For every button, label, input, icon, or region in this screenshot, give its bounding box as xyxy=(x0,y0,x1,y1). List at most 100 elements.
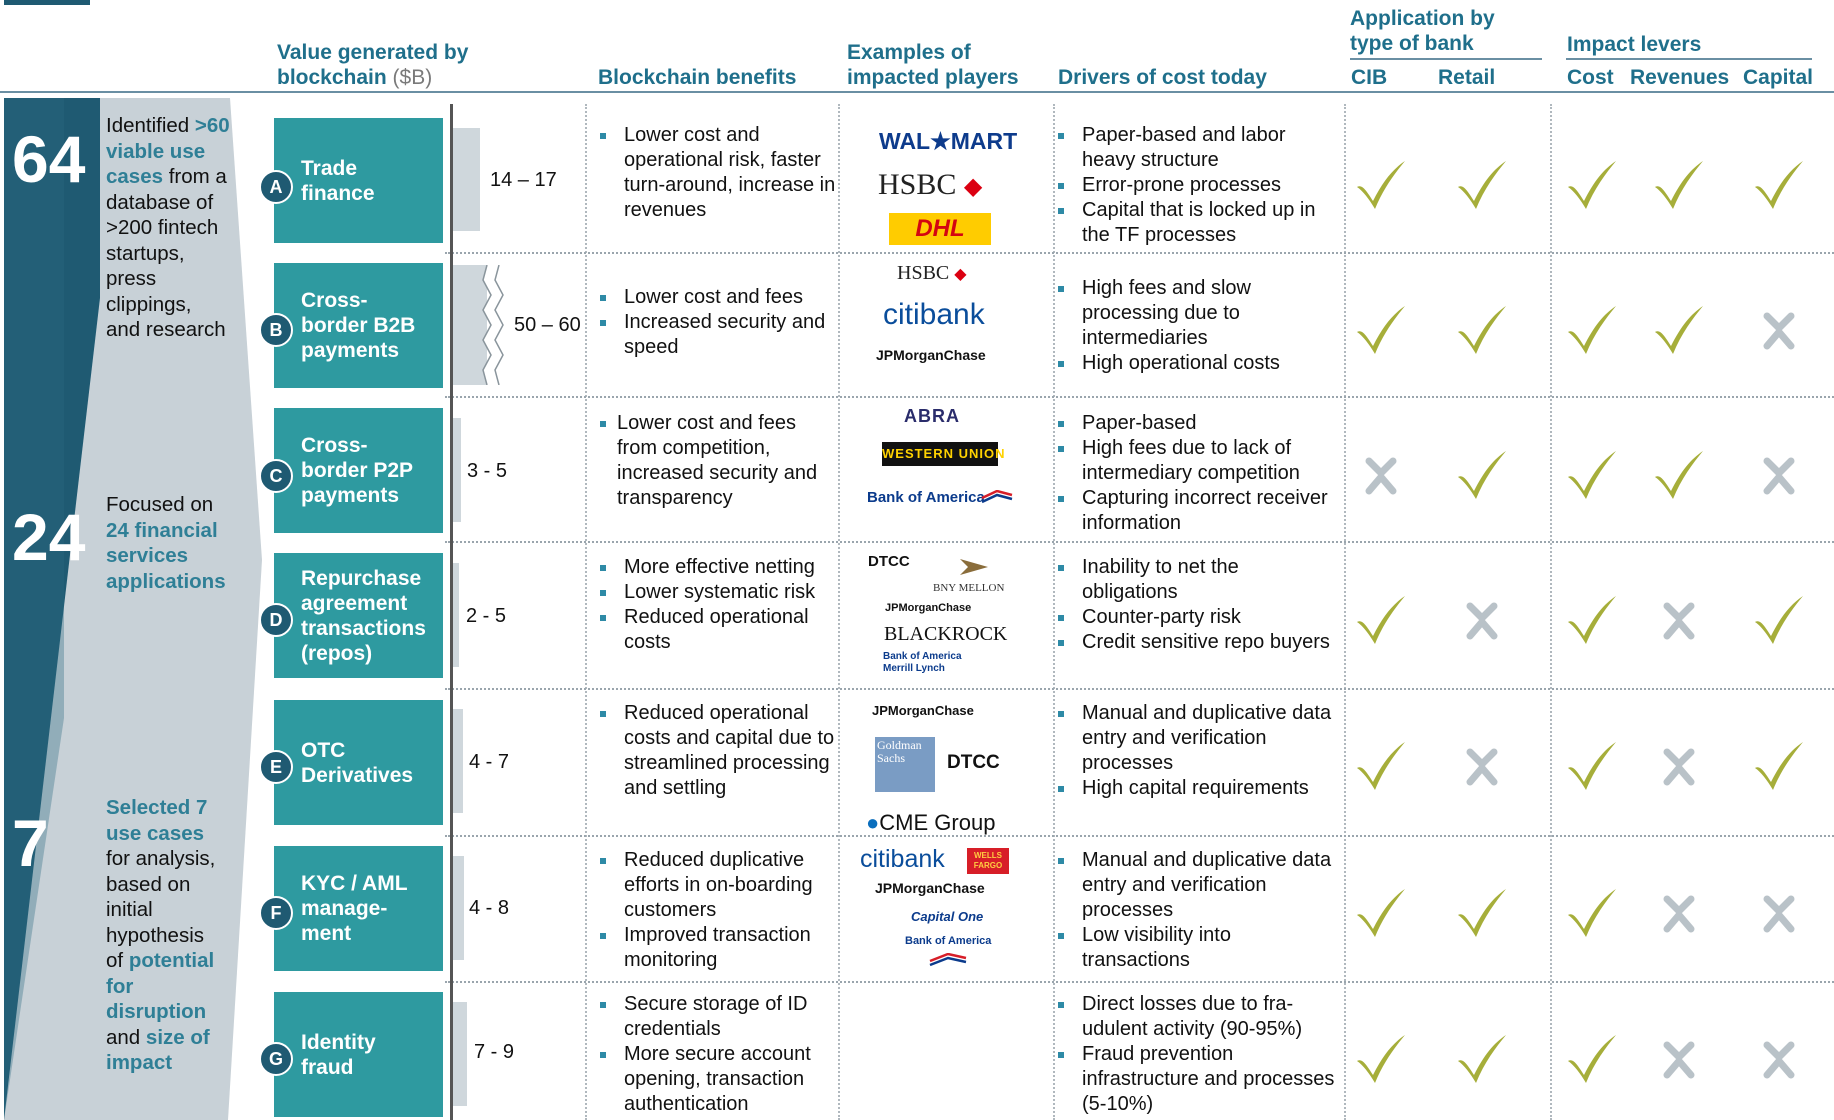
header-cib: CIB xyxy=(1351,66,1388,89)
use-case-cross-border-b2b: Cross-border B2B payments xyxy=(274,263,443,388)
col-sep-drivers xyxy=(1344,104,1346,1120)
bank-of-america-flag-icon xyxy=(981,490,1013,504)
check-icon-d-cib xyxy=(1357,596,1405,644)
benefit-item: Increased security and speed xyxy=(600,310,838,360)
levers-group-rule xyxy=(1566,58,1812,60)
benefit-item: Reduced duplicative efforts in on-boardi… xyxy=(600,848,838,923)
header-value-unit: ($B) xyxy=(392,66,433,89)
row-value-d: 2 - 5 xyxy=(466,605,507,627)
driver-item: Direct losses due to fra-udulent activit… xyxy=(1058,992,1338,1042)
check-icon-f-cib xyxy=(1357,889,1405,937)
player-logo-hsbc: HSBC ◆ xyxy=(897,262,967,284)
funnel-label-64: Identified >60 viable use cases from a d… xyxy=(106,114,230,341)
row-value-c: 3 - 5 xyxy=(467,460,508,482)
row-sep xyxy=(445,981,1834,983)
driver-item: Low visibility into transactions xyxy=(1058,923,1338,973)
driver-item: Fraud prevention infrastructure and proc… xyxy=(1058,1042,1338,1117)
use-case-kyc-aml: KYC / AML manage-ment xyxy=(274,846,443,971)
driver-item: Counter-party risk xyxy=(1058,605,1338,630)
benefits-list-b: Lower cost and fees Increased security a… xyxy=(600,285,838,360)
cross-icon-f-capital xyxy=(1763,895,1795,933)
value-axis-line xyxy=(450,104,453,1120)
benefit-item: Lower cost and fees xyxy=(600,285,838,310)
driver-item: High fees due to lack of intermediary co… xyxy=(1058,436,1338,486)
funnel-number-7: 7 xyxy=(12,806,49,880)
driver-item: Error-prone processes xyxy=(1058,173,1338,198)
funnel-number-24: 24 xyxy=(12,500,86,574)
col-sep-players xyxy=(1053,104,1055,1120)
value-bar-a xyxy=(453,128,480,231)
driver-item: High operational costs xyxy=(1058,351,1338,376)
row-letter-a: A xyxy=(259,170,293,204)
header-value: Value generated by blockchain ($B) xyxy=(277,41,469,89)
benefit-item: More secure account opening, transaction… xyxy=(600,1042,838,1117)
row-sep xyxy=(445,835,1834,837)
benefit-item: Lower cost and operational risk, faster … xyxy=(600,123,838,223)
driver-item: Manual and duplicative data entry and ve… xyxy=(1058,701,1338,776)
drivers-list-a: Paper-based and labor heavy structure Er… xyxy=(1058,123,1338,248)
player-logo-dhl: DHL xyxy=(889,213,991,245)
funnel-label-24: Focused on 24 financial services applica… xyxy=(106,493,226,593)
cme-globe-icon: ● xyxy=(866,810,880,835)
player-logo-blackrock: BLACKROCK xyxy=(884,623,1008,645)
check-icon-c-revenues xyxy=(1655,451,1703,499)
check-icon-a-revenues xyxy=(1655,161,1703,209)
cross-icon-e-revenues xyxy=(1663,748,1695,786)
cross-icon-f-revenues xyxy=(1663,895,1695,933)
check-icon-g-cib xyxy=(1357,1035,1405,1083)
header-bottom-rule xyxy=(0,91,1834,93)
check-icon-f-cost xyxy=(1568,889,1616,937)
value-bar-d xyxy=(453,563,459,667)
header-retail: Retail xyxy=(1438,66,1496,89)
bny-arrow-icon xyxy=(960,559,988,575)
driver-item: Inability to net the obligations xyxy=(1058,555,1338,605)
driver-item: Paper-based and labor heavy structure xyxy=(1058,123,1338,173)
player-logo-bank-of-america: Bank of America xyxy=(867,489,985,506)
header-players: Examples of impacted players xyxy=(847,41,1019,89)
benefit-item: More effective netting xyxy=(600,555,838,580)
player-logo-jpmorganchase: JPMorganChase xyxy=(885,602,972,614)
check-icon-b-cib xyxy=(1357,306,1405,354)
header-revenues: Revenues xyxy=(1630,66,1730,89)
row-letter-c: C xyxy=(259,459,293,493)
drivers-list-g: Direct losses due to fra-udulent activit… xyxy=(1058,992,1338,1117)
benefit-item: Improved transaction monitoring xyxy=(600,923,838,973)
check-icon-a-cost xyxy=(1568,161,1616,209)
player-logo-western-union: WESTERN UNION xyxy=(882,442,1005,466)
drivers-list-e: Manual and duplicative data entry and ve… xyxy=(1058,701,1338,801)
player-logo-bny-mellon: BNY MELLON xyxy=(933,582,1005,594)
player-logo-walmart: WAL★MART xyxy=(879,128,1018,154)
check-icon-b-cost xyxy=(1568,306,1616,354)
benefits-list-d: More effective netting Lower systematic … xyxy=(600,555,838,655)
player-logo-dtcc: DTCC xyxy=(947,752,1000,773)
hsbc-hexagon-icon: ◆ xyxy=(954,266,967,283)
cross-icon-c-capital xyxy=(1763,457,1795,495)
header-cost: Cost xyxy=(1567,66,1614,89)
value-bar-e xyxy=(453,709,463,813)
row-sep xyxy=(445,688,1834,690)
player-logo-bank-of-america: Bank of America xyxy=(905,935,992,947)
col-sep-application xyxy=(1550,104,1552,1120)
driver-item: High fees and slow processing due to int… xyxy=(1058,276,1338,351)
check-icon-b-retail xyxy=(1458,306,1506,354)
check-icon-e-capital xyxy=(1755,742,1803,790)
use-case-trade-finance: Trade finance xyxy=(274,118,443,243)
check-icon-d-capital xyxy=(1755,596,1803,644)
check-icon-a-retail xyxy=(1458,161,1506,209)
player-logo-citibank: citibank xyxy=(883,298,985,331)
player-logo-goldman-sachs: Goldman Sachs xyxy=(875,737,935,792)
funnel-label-7: Selected 7 use cases for analysis, based… xyxy=(106,796,216,1074)
row-value-g: 7 - 9 xyxy=(474,1041,515,1063)
check-icon-d-cost xyxy=(1568,596,1616,644)
use-case-identity-fraud: Identity fraud xyxy=(274,992,443,1117)
hsbc-hexagon-icon: ◆ xyxy=(963,174,983,200)
funnel-number-64: 64 xyxy=(12,122,86,196)
cross-icon-b-capital xyxy=(1763,312,1795,350)
player-logo-wells-fargo: WELLS FARGO xyxy=(967,848,1009,874)
value-bar-f xyxy=(453,856,464,960)
benefits-list-c: Lower cost and fees from competition, in… xyxy=(600,411,838,511)
benefit-item: Secure storage of ID credentials xyxy=(600,992,838,1042)
benefit-item: Reduced operational costs and capital du… xyxy=(600,701,838,801)
cross-icon-d-revenues xyxy=(1663,602,1695,640)
benefit-item: Reduced operational costs xyxy=(600,605,838,655)
